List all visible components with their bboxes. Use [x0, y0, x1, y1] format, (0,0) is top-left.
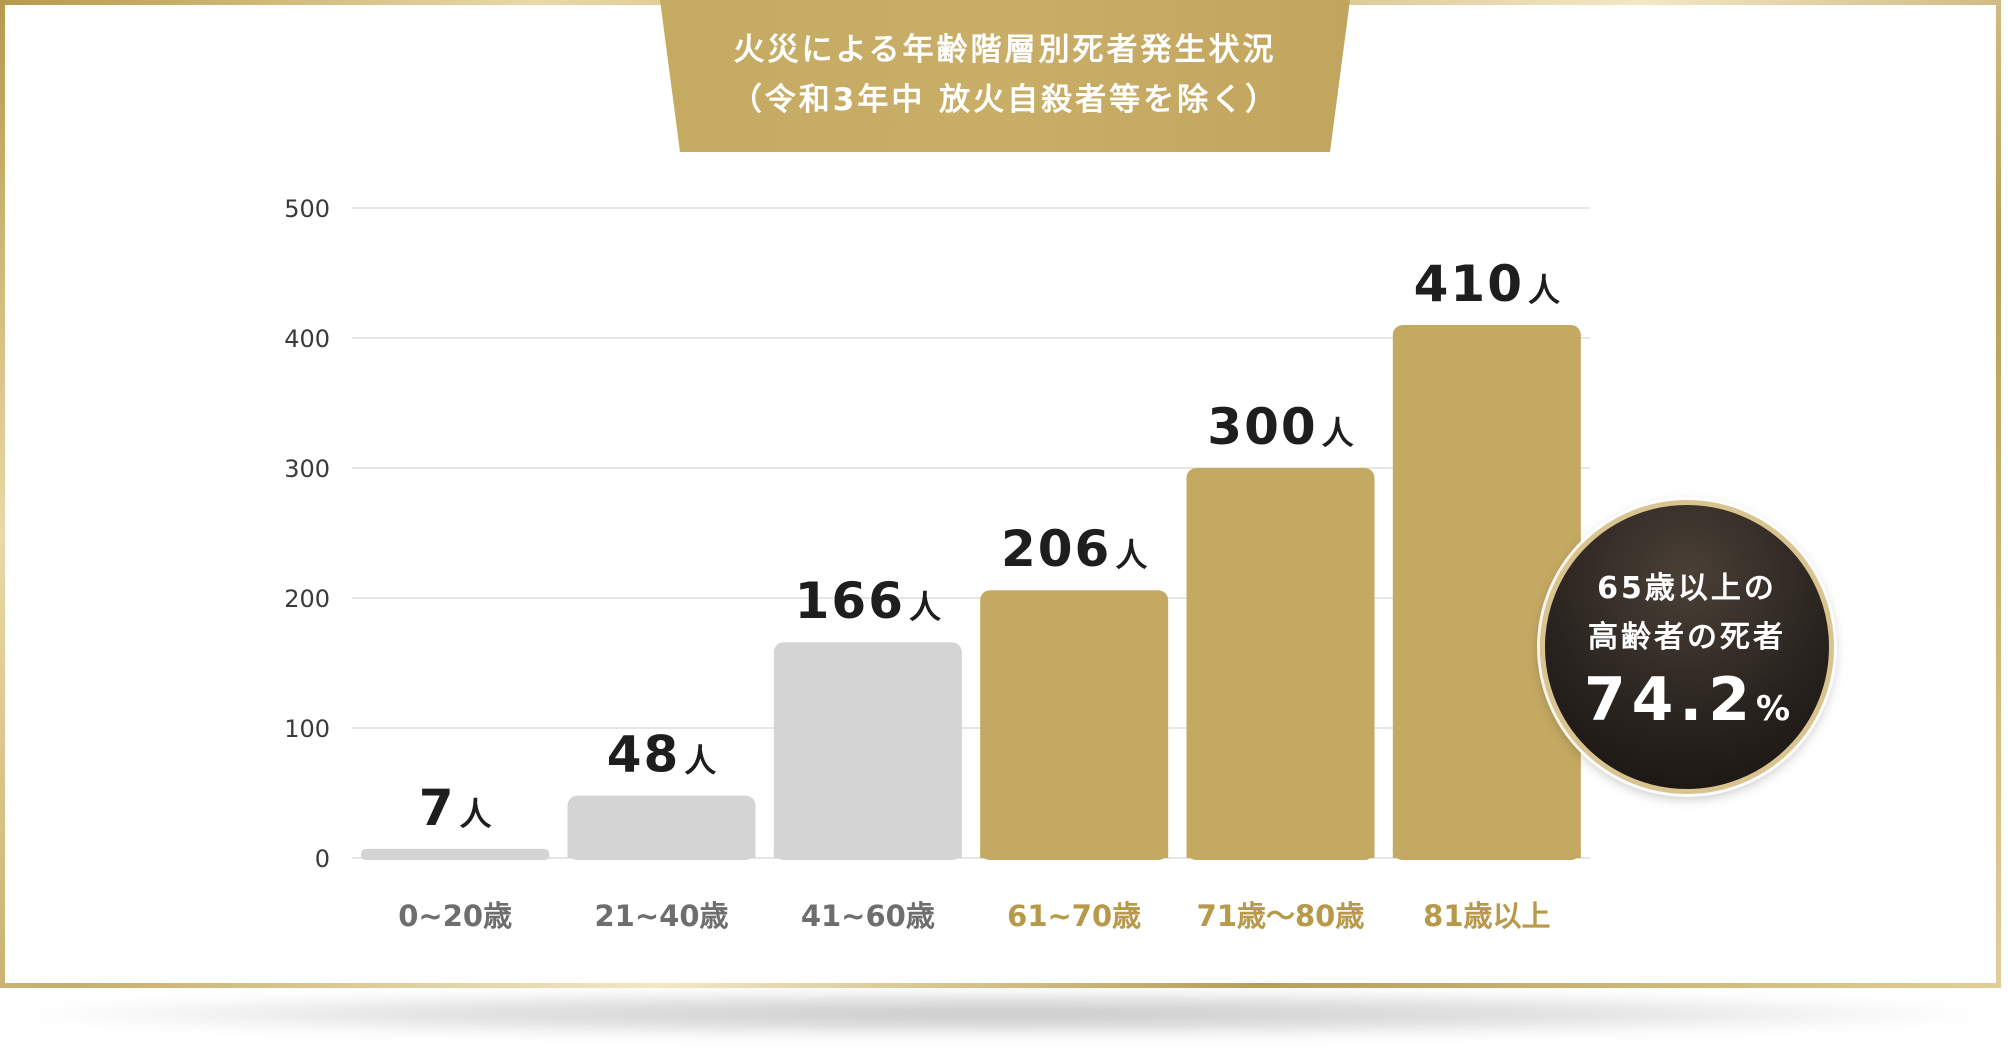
value-number-4: 300	[1207, 398, 1317, 456]
value-unit-0: 人	[460, 795, 492, 833]
x-category-label-0: 0~20歳	[398, 899, 512, 933]
bar-base-0	[361, 853, 550, 858]
value-unit-2: 人	[909, 588, 941, 626]
badge-value: 74.2	[1583, 665, 1756, 735]
x-category-label-2: 41~60歳	[801, 899, 935, 933]
badge-percentage: 74.2%	[1545, 665, 1829, 735]
elderly-ratio-badge: 65歳以上の 高齢者の死者 74.2%	[1540, 500, 1834, 794]
value-number-1: 48	[607, 726, 681, 784]
value-unit-5: 人	[1528, 271, 1560, 309]
value-unit-1: 人	[684, 742, 716, 780]
bar-1	[567, 795, 756, 860]
bar-2	[773, 642, 962, 860]
chart-title-line2: （令和3年中 放火自殺者等を除く）	[730, 82, 1280, 118]
bar-base-2	[773, 848, 962, 858]
y-tick-label-300: 300	[284, 455, 330, 483]
bar-5	[1392, 325, 1581, 860]
badge-line2: 高齢者の死者	[1588, 620, 1786, 655]
x-category-label-4: 71歳〜80歳	[1197, 899, 1365, 933]
badge-unit: %	[1755, 689, 1791, 729]
card-shadow	[20, 990, 1988, 1038]
value-label-3: 206 人	[1001, 520, 1147, 578]
y-tick-label-0: 0	[315, 845, 330, 873]
bar-base-1	[567, 848, 756, 858]
x-category-label-3: 61~70歳	[1007, 899, 1141, 933]
value-label-1: 48 人	[607, 726, 717, 784]
value-label-5: 410 人	[1414, 255, 1560, 313]
bar-base-3	[980, 848, 1169, 858]
y-tick-label-400: 400	[284, 325, 330, 353]
value-label-4: 300 人	[1207, 398, 1353, 456]
y-tick-label-200: 200	[284, 585, 330, 613]
bar-4	[1186, 468, 1375, 860]
y-tick-label-500: 500	[284, 195, 330, 223]
x-category-label-5: 81歳以上	[1423, 899, 1550, 933]
value-number-3: 206	[1001, 520, 1111, 578]
value-unit-3: 人	[1115, 536, 1147, 574]
bar-3	[980, 590, 1169, 860]
value-label-2: 166 人	[795, 572, 941, 630]
value-number-0: 7	[419, 779, 456, 837]
chart-title-line1: 火災による年齢階層別死者発生状況	[733, 32, 1277, 68]
value-number-5: 410	[1414, 255, 1524, 313]
value-unit-4: 人	[1322, 414, 1354, 452]
x-category-label-1: 21~40歳	[594, 899, 728, 933]
badge-line1: 65歳以上の	[1597, 571, 1777, 606]
bar-base-4	[1186, 848, 1375, 858]
bar-base-5	[1392, 848, 1581, 858]
value-number-2: 166	[795, 572, 905, 630]
title-tab	[660, 0, 1350, 152]
y-tick-label-100: 100	[284, 715, 330, 743]
